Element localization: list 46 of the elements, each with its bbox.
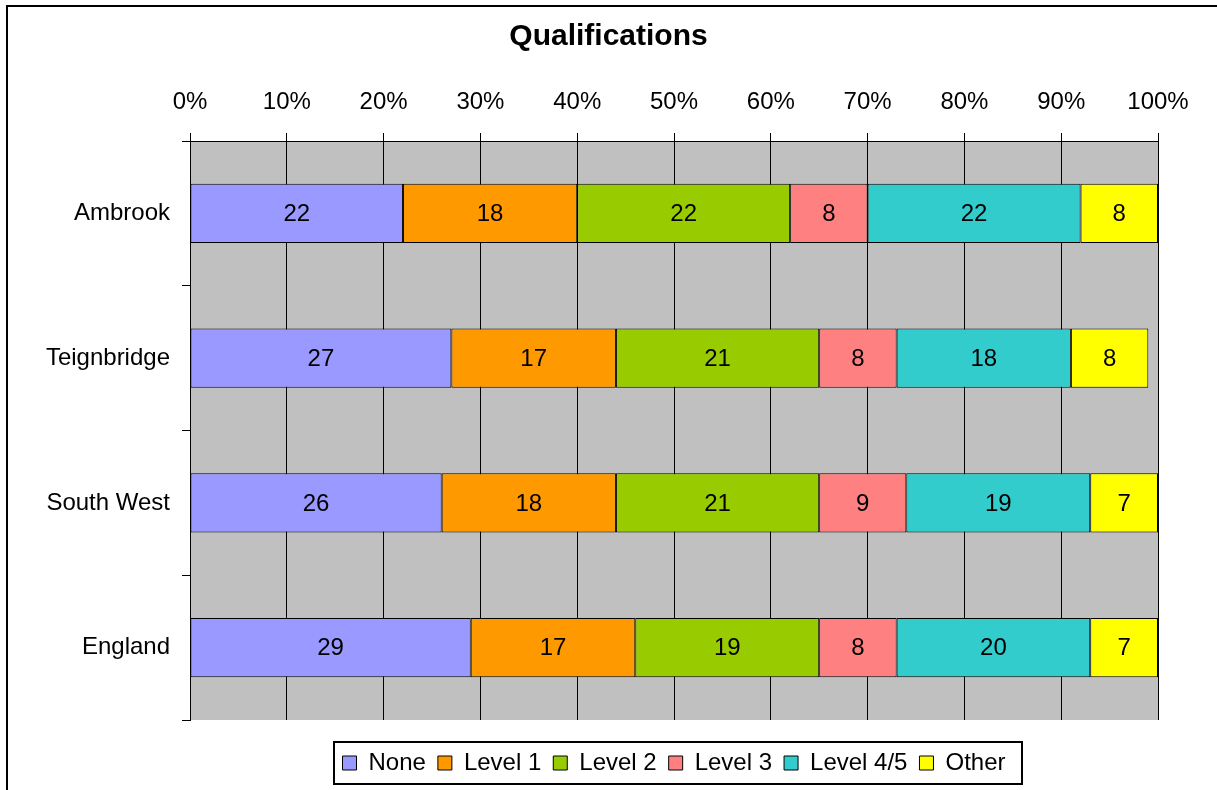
x-tick-label: 50% [649, 87, 699, 115]
data-label: 22 [960, 199, 988, 226]
x-tick-label: 40% [553, 87, 602, 115]
data-label: 18 [515, 488, 543, 516]
data-label: 17 [539, 633, 567, 661]
x-tick-label: 10% [262, 87, 311, 115]
data-label: 21 [704, 343, 731, 371]
legend-label: Level 3 [694, 747, 773, 775]
y-tick-label: South West [46, 487, 171, 515]
data-label: 8 [851, 633, 865, 661]
data-label: 22 [670, 199, 698, 226]
data-label: 22 [283, 199, 311, 226]
y-tick-label: England [81, 632, 170, 660]
y-tick-label: Ambrook [73, 198, 171, 225]
data-label: 18 [970, 343, 998, 371]
data-label: 7 [1117, 633, 1131, 661]
x-tick-label: 20% [359, 87, 408, 115]
data-label: 18 [476, 199, 504, 226]
x-tick-label: 100% [1127, 87, 1189, 115]
legend-label: Level 4/5 [810, 747, 908, 775]
data-label: 19 [713, 633, 741, 661]
data-label: 21 [704, 488, 731, 516]
x-tick-label: 70% [843, 87, 892, 115]
data-label: 26 [302, 488, 330, 516]
data-label: 8 [851, 343, 865, 371]
y-tick-label: Teignbridge [45, 342, 170, 370]
data-label: 20 [980, 633, 1007, 661]
chart-title: Qualifications [509, 18, 708, 52]
data-label: 19 [984, 488, 1012, 516]
legend-label: Level 2 [579, 747, 657, 775]
x-tick-label: 30% [456, 87, 505, 115]
legend-label: Level 1 [463, 747, 542, 775]
x-tick-label: 90% [1037, 87, 1086, 115]
data-label: 8 [1102, 343, 1117, 371]
data-label: 8 [1112, 199, 1126, 226]
data-label: 9 [856, 488, 870, 516]
legend-label: None [368, 747, 426, 775]
data-label: 8 [822, 199, 836, 226]
x-tick-label: 60% [746, 87, 795, 115]
data-label: 17 [520, 343, 547, 371]
legend-label: Other [945, 747, 1006, 775]
data-label: 27 [307, 343, 335, 371]
x-tick-label: 80% [940, 87, 989, 115]
x-tick-label: 0% [172, 87, 208, 115]
data-label: 7 [1117, 488, 1131, 516]
data-label: 29 [317, 633, 344, 661]
